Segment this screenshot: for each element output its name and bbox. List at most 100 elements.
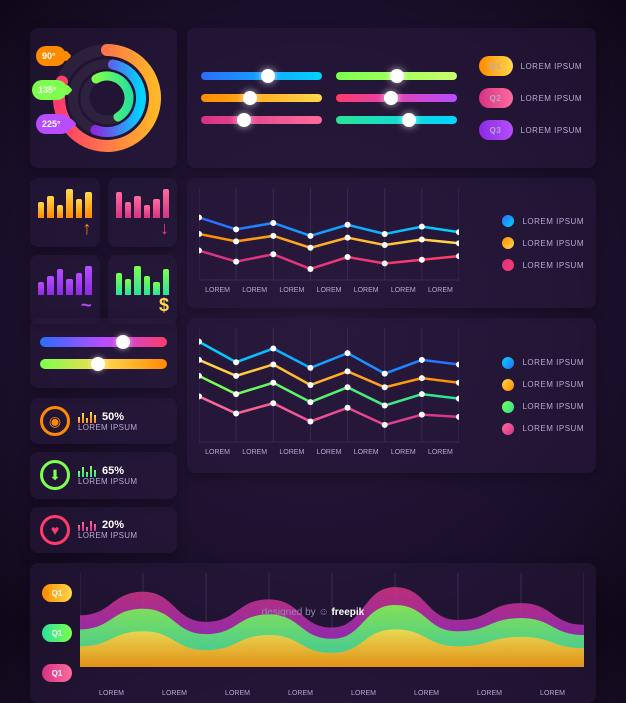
legend-dot-icon	[502, 357, 514, 369]
slider-track[interactable]	[201, 116, 322, 124]
gradient-slider[interactable]	[40, 359, 167, 369]
trend-icon: ~	[81, 295, 92, 316]
area-x-label: LOREM	[162, 690, 187, 697]
svg-text:LOREM: LOREM	[317, 449, 342, 456]
stat-ring-icon: ⬇	[40, 460, 70, 490]
stat-label: LOREM IPSUM	[78, 423, 137, 432]
stat-label: LOREM IPSUM	[78, 531, 137, 540]
svg-text:LOREM: LOREM	[354, 287, 379, 294]
slider-knob[interactable]	[402, 113, 416, 127]
legend-dot-icon	[502, 259, 514, 271]
svg-text:LOREM: LOREM	[391, 287, 416, 294]
chart-legend-item: LOREM IPSUM	[502, 401, 584, 413]
multi-line-panel: LOREMLOREMLOREMLOREMLOREMLOREMLOREM LORE…	[187, 318, 596, 473]
svg-text:LOREM: LOREM	[279, 287, 304, 294]
freepik-icon: ☺	[318, 607, 328, 618]
area-x-label: LOREM	[477, 690, 502, 697]
svg-text:LOREM: LOREM	[242, 287, 267, 294]
legend-label: LOREM IPSUM	[522, 358, 584, 367]
line-chart: LOREM LOREM LOREM LOREM LOREM LOREM LOREM	[199, 188, 459, 296]
chart-legend-item: LOREM IPSUM	[502, 357, 584, 369]
slider-knob[interactable]	[390, 69, 404, 83]
legend-dot-icon	[502, 423, 514, 435]
slider-legend-item: Q3 LOREM IPSUM	[479, 120, 583, 140]
mini-bar-panel: ↓	[108, 178, 178, 247]
mini-bar-panel: ~	[30, 255, 100, 324]
gradient-slider[interactable]	[40, 337, 167, 347]
trend-icon: $	[159, 295, 169, 316]
slider-track[interactable]	[201, 94, 322, 102]
mini-bars	[38, 186, 92, 218]
gradient-sliders-panel	[30, 318, 177, 388]
mini-bar-grid: ↑↓~$	[30, 178, 177, 308]
svg-text:LOREM: LOREM	[391, 449, 416, 456]
slider-knob[interactable]	[243, 91, 257, 105]
chart-legend-item: LOREM IPSUM	[502, 237, 584, 249]
area-x-label: LOREM	[351, 690, 376, 697]
stat-ring-icon: ◉	[40, 406, 70, 436]
slider-knob[interactable]	[261, 69, 275, 83]
slider-knob[interactable]	[384, 91, 398, 105]
slider-legend-item: Q2 LOREM IPSUM	[479, 88, 583, 108]
slider-track[interactable]	[336, 72, 457, 80]
svg-text:LOREM: LOREM	[242, 449, 267, 456]
trend-icon: ↓	[160, 218, 169, 239]
legend-dot-icon	[502, 215, 514, 227]
mini-bars	[38, 263, 92, 295]
svg-text:LOREM: LOREM	[428, 449, 453, 456]
credit-prefix: designed by	[262, 607, 319, 618]
donut-badge: 225°	[36, 114, 71, 134]
area-x-label: LOREM	[99, 690, 124, 697]
legend-label: LOREM IPSUM	[521, 94, 583, 103]
legend-label: LOREM IPSUM	[521, 62, 583, 71]
stat-item: ⬇65%LOREM IPSUM	[30, 452, 177, 498]
slider-knob[interactable]	[237, 113, 251, 127]
legend-dot-icon	[502, 401, 514, 413]
slider-track[interactable]	[201, 72, 322, 80]
legend-label: LOREM IPSUM	[522, 239, 584, 248]
area-chart	[80, 573, 584, 681]
legend-label: LOREM IPSUM	[522, 424, 584, 433]
mini-bars	[116, 186, 170, 218]
chart-legend-item: LOREM IPSUM	[502, 259, 584, 271]
chart-legend-item: LOREM IPSUM	[502, 379, 584, 391]
stat-percent: 50%	[78, 411, 137, 423]
slider-knob[interactable]	[91, 357, 105, 371]
svg-text:LOREM: LOREM	[317, 287, 342, 294]
donut-badge: 90°	[36, 46, 66, 66]
legend-label: LOREM IPSUM	[521, 126, 583, 135]
area-x-label: LOREM	[540, 690, 565, 697]
slider-legend-item: Q1LOREM IPSUM	[479, 56, 583, 76]
stat-percent: 20%	[78, 519, 137, 531]
q-pill: Q2	[479, 88, 513, 108]
area-x-label: LOREM	[414, 690, 439, 697]
mini-bar-panel: ↑	[30, 178, 100, 247]
credit-brand: freepik	[331, 607, 364, 618]
stat-item: ♥20%LOREM IPSUM	[30, 507, 177, 553]
legend-label: LOREM IPSUM	[522, 217, 584, 226]
svg-text:LOREM: LOREM	[354, 449, 379, 456]
trend-icon: ↑	[83, 218, 92, 239]
q-pill: Q3	[479, 120, 513, 140]
donut-badge: 135°	[32, 80, 67, 100]
svg-text:LOREM: LOREM	[279, 449, 304, 456]
donut-chart-panel: 90° 135° 225°	[30, 28, 177, 168]
legend-label: LOREM IPSUM	[522, 261, 584, 270]
slider-track[interactable]	[336, 116, 457, 124]
area-y-pill: Q1	[42, 584, 72, 602]
area-y-pill: Q1	[42, 664, 72, 682]
svg-text:LOREM: LOREM	[205, 287, 230, 294]
slider-knob[interactable]	[116, 335, 130, 349]
area-x-label: LOREM	[288, 690, 313, 697]
legend-dot-icon	[502, 237, 514, 249]
slider-track[interactable]	[336, 94, 457, 102]
area-x-label: LOREM	[225, 690, 250, 697]
area-y-pill: Q1	[42, 624, 72, 642]
mini-bars	[116, 263, 170, 295]
svg-text:LOREM: LOREM	[428, 287, 453, 294]
stats-panel: ◉50%LOREM IPSUM⬇65%LOREM IPSUM♥20%LOREM …	[30, 398, 177, 553]
legend-dot-icon	[502, 379, 514, 391]
line-chart-panel: LOREM LOREM LOREM LOREM LOREM LOREM LOREM LORE…	[187, 178, 596, 308]
multi-line-chart: LOREMLOREMLOREMLOREMLOREMLOREMLOREM	[199, 328, 459, 458]
legend-label: LOREM IPSUM	[522, 380, 584, 389]
